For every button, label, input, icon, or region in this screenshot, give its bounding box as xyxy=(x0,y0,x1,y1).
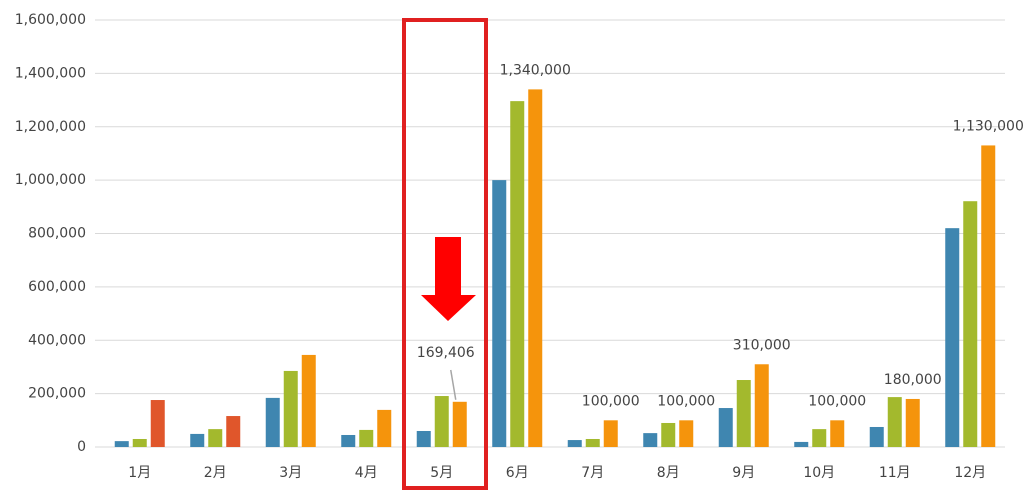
value-label: 100,000 xyxy=(582,393,640,409)
bar xyxy=(718,408,733,447)
bar xyxy=(869,426,884,447)
x-tick-label: 3月 xyxy=(279,465,302,481)
bar xyxy=(283,370,298,447)
bar xyxy=(114,441,129,447)
x-tick-label: 11月 xyxy=(879,465,911,481)
bar xyxy=(945,228,960,447)
bar xyxy=(603,420,618,447)
bar xyxy=(528,89,543,447)
bar xyxy=(190,433,205,447)
bar xyxy=(887,397,902,447)
x-tick-label: 2月 xyxy=(204,465,227,481)
y-tick-label: 1,000,000 xyxy=(15,172,86,188)
bar xyxy=(492,180,507,447)
bar xyxy=(377,409,392,447)
x-tick-label: 4月 xyxy=(355,465,378,481)
value-label: 310,000 xyxy=(733,337,791,353)
highlight-box xyxy=(402,18,488,490)
value-label: 169,406 xyxy=(417,345,475,361)
bar xyxy=(812,429,827,447)
bar xyxy=(794,441,809,447)
bar xyxy=(208,429,223,447)
bar xyxy=(585,438,600,447)
x-tick-label: 7月 xyxy=(581,465,604,481)
leader-line xyxy=(450,369,457,400)
bar xyxy=(510,101,525,447)
bar xyxy=(150,400,165,447)
y-tick-label: 1,200,000 xyxy=(15,119,86,135)
bar xyxy=(567,440,582,447)
bar xyxy=(359,429,374,447)
arrow xyxy=(421,237,476,321)
bar xyxy=(132,438,147,447)
x-tick-label: 1月 xyxy=(128,465,151,481)
bar xyxy=(661,422,676,447)
x-tick-label: 9月 xyxy=(732,465,755,481)
bar xyxy=(905,398,920,447)
y-tick-label: 1,600,000 xyxy=(15,12,86,28)
value-label: 1,130,000 xyxy=(953,118,1024,134)
bar xyxy=(643,433,658,447)
bar xyxy=(981,145,996,447)
value-label: 180,000 xyxy=(884,372,942,388)
bar xyxy=(830,420,845,447)
x-tick-label: 12月 xyxy=(954,465,986,481)
bar xyxy=(963,201,978,447)
bar xyxy=(754,364,769,447)
bar xyxy=(416,430,431,447)
bar xyxy=(452,401,467,447)
bar xyxy=(434,396,449,447)
bar xyxy=(301,354,316,447)
bar xyxy=(736,380,751,447)
bar xyxy=(679,420,694,447)
value-label: 100,000 xyxy=(808,393,866,409)
y-tick-label: 800,000 xyxy=(28,226,86,242)
value-label: 100,000 xyxy=(657,393,715,409)
x-tick-label: 8月 xyxy=(657,465,680,481)
y-tick-label: 600,000 xyxy=(28,279,86,295)
bar xyxy=(226,416,241,447)
bar xyxy=(265,397,280,447)
y-tick-label: 200,000 xyxy=(28,386,86,402)
value-label: 1,340,000 xyxy=(500,62,571,78)
y-tick-label: 400,000 xyxy=(28,332,86,348)
y-tick-label: 0 xyxy=(77,439,86,455)
x-tick-label: 6月 xyxy=(506,465,529,481)
x-tick-label: 5月 xyxy=(430,465,453,481)
y-tick-label: 1,400,000 xyxy=(15,65,86,81)
bar xyxy=(341,434,356,447)
x-tick-label: 10月 xyxy=(803,465,835,481)
